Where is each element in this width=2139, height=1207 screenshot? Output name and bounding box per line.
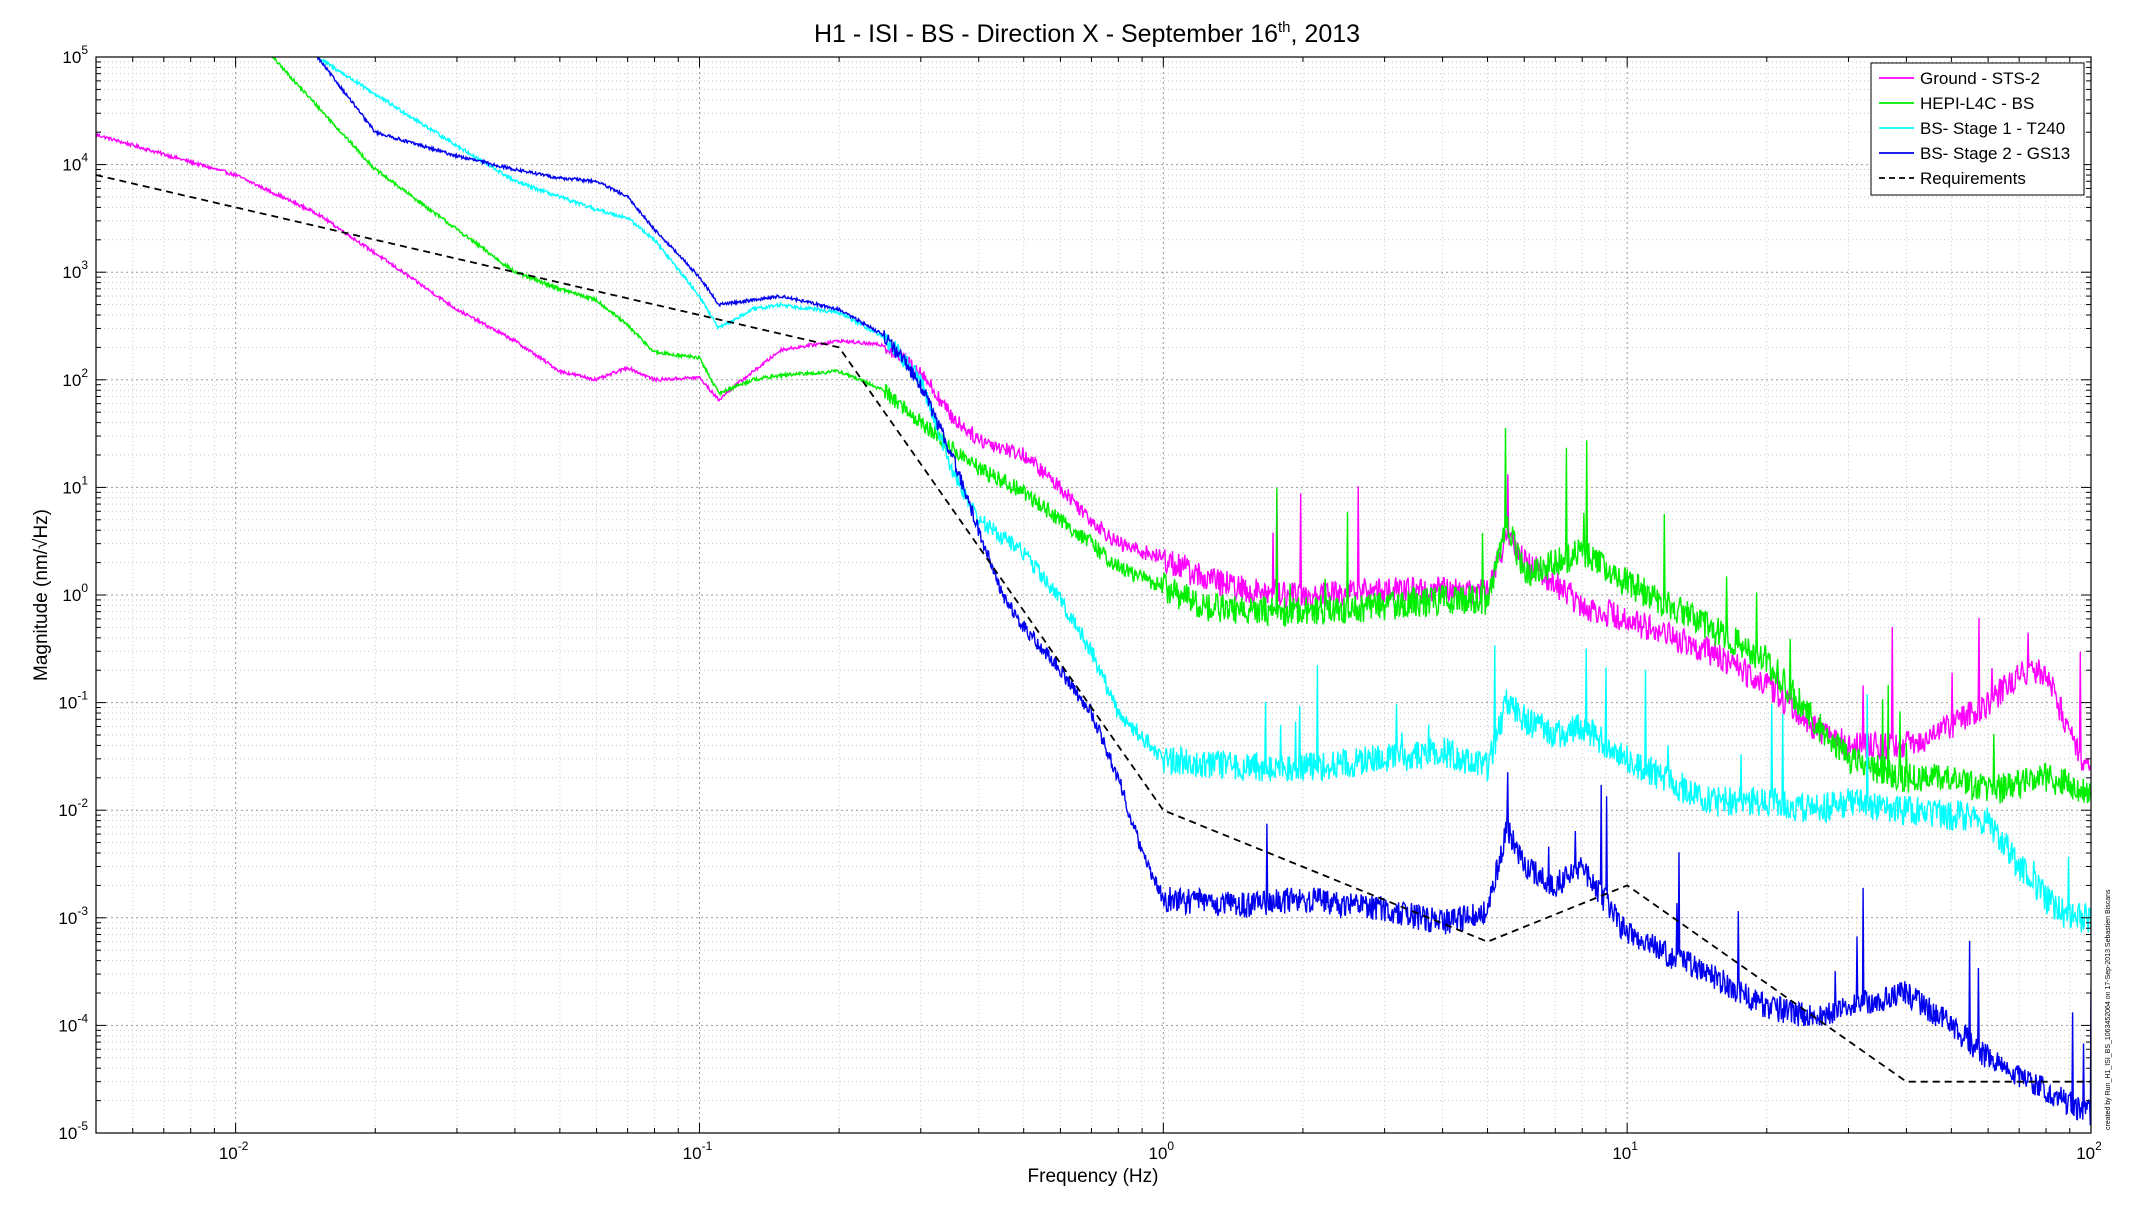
legend-label: HEPI-L4C - BS xyxy=(1920,94,2034,113)
series-line xyxy=(316,57,2091,933)
y-tick-labels: 105 104 103 102 101 100 10-1 10-2 10-3 10-4 10-5 xyxy=(58,43,88,1143)
legend: Ground - STS-2 HEPI-L4C - BS BS- Stage 1 -… xyxy=(1870,62,2085,196)
x-tick-label: 10-1 xyxy=(683,1139,713,1163)
y-tick-label: 10-1 xyxy=(58,689,88,713)
y-tick-label: 100 xyxy=(62,581,88,605)
y-tick-label: 10-2 xyxy=(58,796,88,820)
y-tick-label: 103 xyxy=(62,258,88,282)
chart-title: H1 - ISI - BS - Direction X - September … xyxy=(814,19,1360,48)
legend-label: BS- Stage 2 - GS13 xyxy=(1920,144,2070,163)
x-tick-label: 100 xyxy=(1149,1139,1175,1163)
x-axis-label: Frequency (Hz) xyxy=(1028,1166,1159,1187)
y-tick-label: 101 xyxy=(62,473,88,497)
legend-label: Requirements xyxy=(1920,169,2026,188)
series-line xyxy=(316,57,2091,1126)
legend-entries: Ground - STS-2 HEPI-L4C - BS BS- Stage 1 -… xyxy=(1879,69,2070,188)
y-axis-label: Magnitude (nm/√Hz) xyxy=(31,509,52,681)
y-tick-label: 10-4 xyxy=(58,1011,88,1035)
title-main: H1 - ISI - BS - Direction X - September … xyxy=(814,20,1278,48)
legend-label: Ground - STS-2 xyxy=(1920,69,2040,88)
y-tick-label: 104 xyxy=(62,151,88,175)
ticks xyxy=(95,56,2092,1134)
x-tick-labels: 10-2 10-1 100 101 102 xyxy=(219,1139,2102,1163)
y-tick-label: 102 xyxy=(62,366,88,390)
x-tick-label: 10-2 xyxy=(219,1139,249,1163)
series-line xyxy=(96,132,2091,771)
credit-annotation: created by Run_H1_ISI_BS_1063452064 on 1… xyxy=(2105,889,2112,1130)
series-line xyxy=(271,57,2091,804)
x-tick-label: 102 xyxy=(2076,1139,2102,1163)
y-tick-label: 105 xyxy=(62,43,88,67)
series-line xyxy=(96,174,2091,1083)
y-tick-label: 10-5 xyxy=(58,1119,88,1143)
title-suffix: , 2013 xyxy=(1291,20,1361,48)
legend-label: BS- Stage 1 - T240 xyxy=(1920,119,2065,138)
y-tick-label: 10-3 xyxy=(58,904,88,928)
x-tick-label: 101 xyxy=(1612,1139,1638,1163)
series-layer xyxy=(96,57,2091,1126)
title-superscript: th xyxy=(1278,19,1291,36)
legend-box xyxy=(1870,62,2085,196)
